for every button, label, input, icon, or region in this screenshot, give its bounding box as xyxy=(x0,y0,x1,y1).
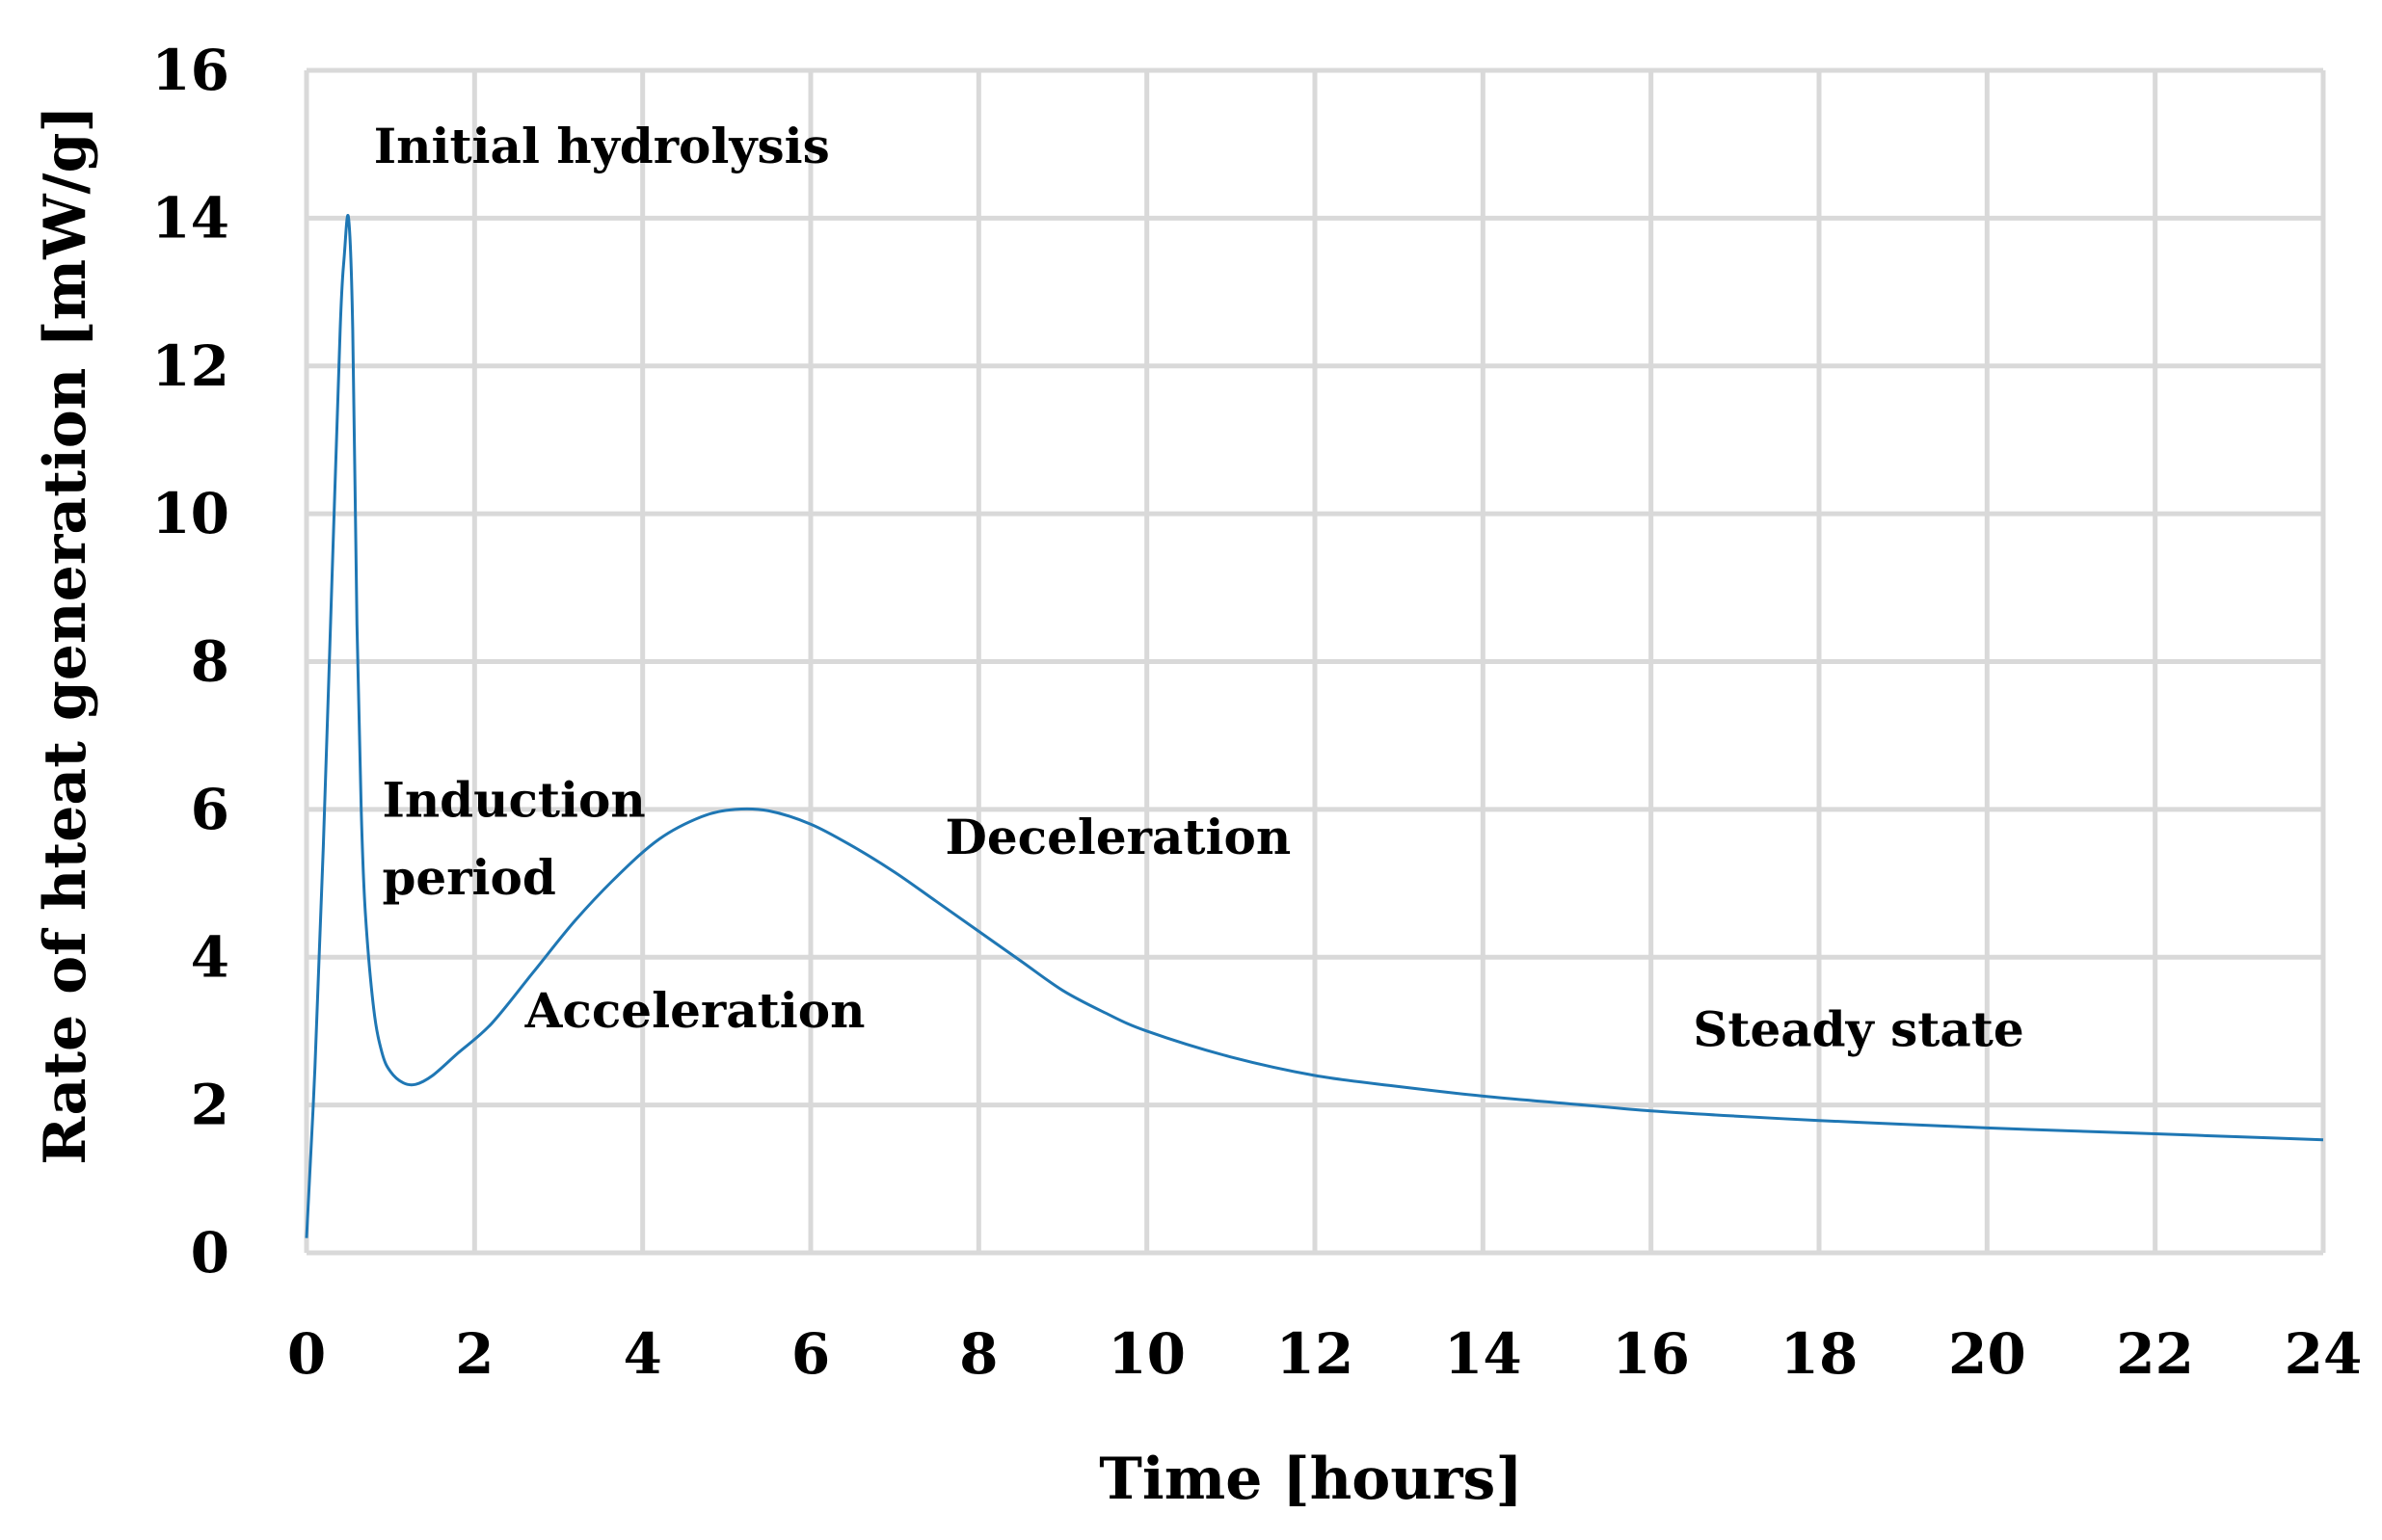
x-tick-label-8: 8 xyxy=(959,1321,998,1387)
annotations: Initial hydrolysis Induction period Acceler… xyxy=(374,118,2024,1057)
annotation-induction: Induction xyxy=(382,772,645,829)
gridlines xyxy=(307,67,2326,1253)
annotation-deceleration: Deceleration xyxy=(945,809,1291,865)
y-tick-label-6: 6 xyxy=(191,777,229,842)
y-axis-title: Rate of hteat generation [mW/g] xyxy=(32,105,99,1165)
y-tick-label-8: 8 xyxy=(191,629,229,695)
x-tick-label-6: 6 xyxy=(791,1321,830,1387)
x-axis-title: Time [hours] xyxy=(1099,1446,1522,1513)
annotation-period: period xyxy=(382,849,555,906)
series-group xyxy=(305,214,2324,1238)
annotation-steady-state: Steady state xyxy=(1693,1000,2023,1057)
y-tick-label-10: 10 xyxy=(151,481,229,546)
annotation-acceleration: Acceleration xyxy=(524,982,866,1039)
x-tick-label-10: 10 xyxy=(1108,1321,1186,1387)
x-tick-label-0: 0 xyxy=(287,1321,326,1387)
y-tick-label-14: 14 xyxy=(151,185,229,251)
x-tick-label-14: 14 xyxy=(1444,1321,1522,1387)
x-tick-label-22: 22 xyxy=(2116,1321,2194,1387)
y-tick-label-16: 16 xyxy=(151,38,229,103)
y-tick-label-12: 12 xyxy=(151,333,229,399)
axes xyxy=(304,70,2323,1256)
y-tick-label-4: 4 xyxy=(191,924,229,990)
series-line-0 xyxy=(305,214,2324,1238)
y-tick-labels: 0 2 4 6 8 10 12 14 16 xyxy=(151,38,229,1286)
y-tick-label-0: 0 xyxy=(191,1220,229,1286)
x-tick-label-16: 16 xyxy=(1612,1321,1690,1387)
x-tick-label-20: 20 xyxy=(1948,1321,2026,1387)
y-tick-label-2: 2 xyxy=(191,1073,229,1138)
x-tick-label-2: 2 xyxy=(455,1321,494,1387)
annotation-initial-hydrolysis: Initial hydrolysis xyxy=(374,118,830,174)
x-tick-label-24: 24 xyxy=(2285,1321,2363,1387)
x-tick-label-12: 12 xyxy=(1276,1321,1354,1387)
x-tick-label-4: 4 xyxy=(623,1321,661,1387)
x-tick-label-18: 18 xyxy=(1780,1321,1859,1387)
x-tick-labels: 0 2 4 6 8 10 12 14 16 18 20 22 24 xyxy=(287,1321,2363,1387)
